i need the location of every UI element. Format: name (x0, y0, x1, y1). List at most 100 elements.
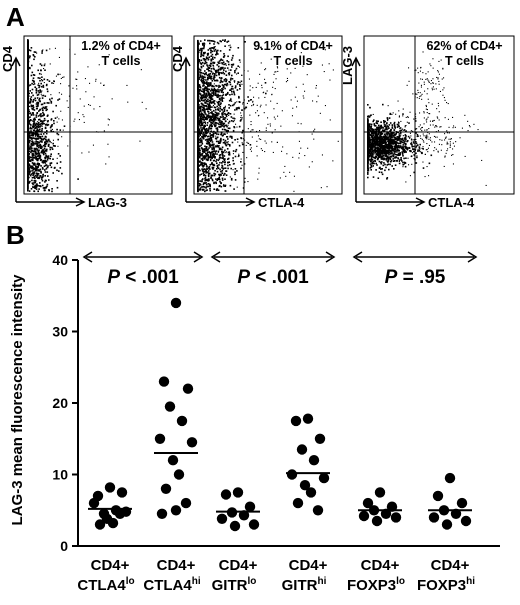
flow-plot-1: CD4 LAG-3 1.2% of CD4+T cells (0, 36, 172, 210)
category-label-line1: CD4+ (289, 557, 328, 574)
flow-plot-3: LAG-3 CTLA-4 62% of CD4+T cells (340, 36, 514, 210)
data-point (433, 491, 443, 501)
data-point (155, 434, 165, 444)
flow-x-axis-label: CTLA-4 (428, 195, 475, 210)
data-point (108, 518, 118, 528)
data-point (287, 469, 297, 479)
data-point (233, 487, 243, 497)
data-point (372, 516, 382, 526)
y-axis-label: LAG-3 mean fluorescence intensity (9, 274, 26, 526)
group-1-points (88, 482, 132, 530)
category-label-line2: GITRlo (212, 576, 257, 594)
x-axis-arrow (186, 198, 254, 206)
quadrant-percentage: 1.2% of CD4+ (81, 39, 161, 53)
flow-plot-3-events (367, 51, 487, 186)
data-point (161, 484, 171, 494)
y-tick-label: 20 (52, 395, 68, 411)
data-point (306, 487, 316, 497)
data-point (159, 376, 169, 386)
data-point (171, 505, 181, 515)
y-tick-label: 40 (52, 252, 68, 268)
data-point (309, 455, 319, 465)
data-point (457, 498, 467, 508)
category-label-line2: CTLA4hi (143, 576, 200, 594)
category-label-line1: CD4+ (157, 557, 196, 574)
data-point (221, 489, 231, 499)
data-point (115, 509, 125, 519)
data-point (297, 444, 307, 454)
flow-y-axis-label: CD4 (0, 45, 15, 72)
x-axis-arrow (356, 198, 424, 206)
data-point (105, 482, 115, 492)
data-point (249, 519, 259, 529)
data-point (429, 512, 439, 522)
data-point (375, 487, 385, 497)
x-axis-arrow (16, 198, 84, 206)
flow-plot-frame (24, 36, 172, 194)
p-value-label: P < .001 (107, 267, 179, 288)
y-axis-arrow (182, 58, 190, 202)
data-point (168, 455, 178, 465)
data-point (303, 414, 313, 424)
quadrant-percentage-subtitle: T cells (102, 54, 141, 68)
data-point (217, 514, 227, 524)
data-point (359, 511, 369, 521)
flow-x-axis-label: LAG-3 (88, 195, 127, 210)
flow-y-axis-label: LAG-3 (340, 46, 355, 85)
category-label-line2: GITRhi (282, 576, 327, 594)
category-label-line2: FOXP3hi (417, 576, 475, 594)
data-point (319, 473, 329, 483)
y-axis-arrow (12, 58, 20, 202)
scatter-chart: LAG-3 mean fluorescence intensity 0 10 20 3… (9, 252, 500, 594)
category-label-line1: CD4+ (91, 557, 130, 574)
y-tick-label: 10 (52, 467, 68, 483)
flow-y-axis-label: CD4 (170, 45, 185, 72)
data-point (117, 487, 127, 497)
quadrant-percentage: 9.1% of CD4+ (253, 39, 333, 53)
quadrant-percentage: 62% of CD4+ (426, 39, 502, 53)
flow-x-axis-label: CTLA-4 (258, 195, 305, 210)
flow-plot-2: CD4 CTLA-4 9.1% of CD4+T cells (170, 36, 342, 210)
data-point (315, 434, 325, 444)
category-label-line1: CD4+ (219, 557, 258, 574)
group-6-points (428, 473, 472, 530)
quadrant-percentage-subtitle: T cells (274, 54, 313, 68)
data-point (183, 384, 193, 394)
data-point (461, 516, 471, 526)
category-label-line1: CD4+ (431, 557, 470, 574)
data-point (391, 512, 401, 522)
data-point (293, 498, 303, 508)
data-point (291, 416, 301, 426)
data-point (157, 509, 167, 519)
data-point (95, 519, 105, 529)
category-label-line1: CD4+ (361, 557, 400, 574)
group-5-points (358, 487, 402, 526)
y-tick-label: 0 (60, 538, 68, 554)
flow-plot-2-events (197, 39, 339, 192)
data-point (177, 416, 187, 426)
data-point (313, 505, 323, 515)
data-point (442, 519, 452, 529)
data-point (181, 498, 191, 508)
group-3-points (216, 487, 260, 531)
data-point (445, 473, 455, 483)
p-value-label: P < .001 (237, 267, 309, 288)
data-point (171, 298, 181, 308)
panel-b-letter: B (6, 220, 25, 250)
panel-a-letter: A (6, 2, 25, 32)
category-label-line2: CTLA4lo (77, 576, 134, 594)
data-point (89, 498, 99, 508)
p-value-label: P = .95 (385, 267, 446, 288)
data-point (245, 502, 255, 512)
data-point (230, 521, 240, 531)
data-point (165, 401, 175, 411)
group-2-points (154, 298, 198, 519)
data-point (187, 437, 197, 447)
data-point (174, 469, 184, 479)
flow-plot-frame (364, 36, 514, 194)
quadrant-percentage-subtitle: T cells (445, 54, 484, 68)
y-tick-label: 30 (52, 324, 68, 340)
group-4-points (286, 414, 330, 516)
